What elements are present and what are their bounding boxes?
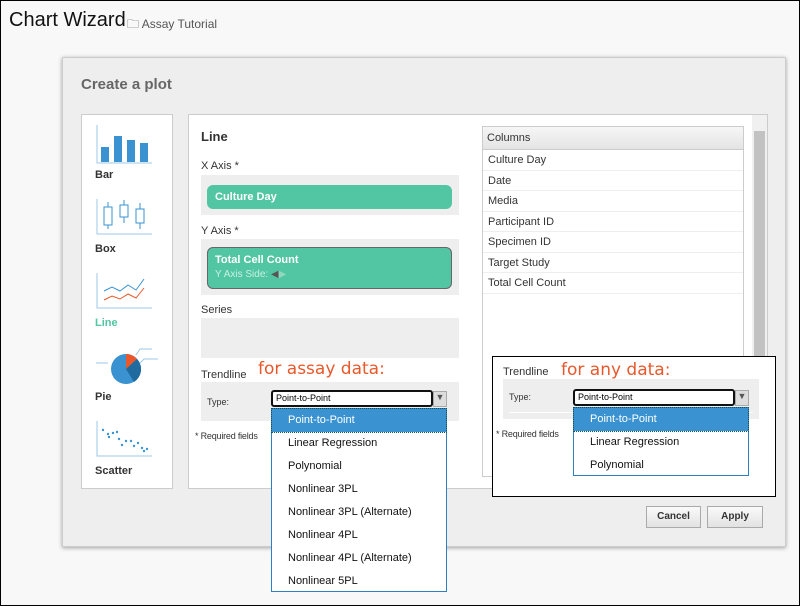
apply-button[interactable]: Apply	[707, 506, 763, 528]
dropdown-option[interactable]: Point-to-Point	[271, 408, 447, 433]
assay-data-annotation: for assay data:	[258, 359, 385, 379]
type-label: Type:	[207, 397, 230, 407]
chart-type-pie[interactable]: Pie	[82, 341, 172, 415]
x-axis-well[interactable]: Culture Day	[201, 175, 459, 215]
dropdown-option[interactable]: Nonlinear 5PL	[288, 575, 358, 587]
required-note: * Required fields	[496, 429, 559, 439]
column-item[interactable]: Participant ID	[483, 212, 743, 232]
series-label: Series	[201, 304, 233, 316]
x-axis-label: X Axis *	[201, 160, 239, 172]
chart-type-label: Scatter	[95, 465, 133, 477]
chart-type-label: Box	[95, 243, 116, 255]
column-item[interactable]: Specimen ID	[483, 232, 743, 253]
y-axis-side-label: Y Axis Side:	[215, 269, 269, 280]
y-axis-field-name: Total Cell Count	[215, 254, 299, 266]
series-well[interactable]	[201, 318, 459, 358]
dropdown-option[interactable]: Nonlinear 4PL	[288, 529, 358, 541]
column-item[interactable]: Date	[483, 171, 743, 191]
bar-chart-icon	[96, 125, 152, 164]
type-label: Type:	[509, 392, 532, 402]
box-plot-icon	[96, 199, 152, 235]
breadcrumb-folder[interactable]: 🗀 Assay Tutorial	[127, 15, 217, 36]
chart-type-label: Pie	[95, 391, 112, 403]
chart-type-label: Line	[95, 317, 118, 329]
y-axis-label: Y Axis *	[201, 225, 239, 237]
scrollbar-thumb[interactable]	[754, 131, 765, 471]
trendline-type-select[interactable]: Point-to-Point	[573, 389, 735, 406]
dropdown-option[interactable]: Nonlinear 3PL (Alternate)	[288, 506, 412, 518]
dropdown-option[interactable]: Linear Regression	[590, 436, 680, 448]
column-item[interactable]: Culture Day	[483, 150, 743, 171]
chart-type-label: Bar	[95, 169, 114, 181]
columns-header: Columns	[483, 127, 743, 150]
chart-type-box[interactable]: Box	[82, 193, 172, 267]
y-axis-well[interactable]: Total Cell Count Y Axis Side: ◀▶	[201, 239, 459, 295]
dropdown-option[interactable]: Nonlinear 4PL (Alternate)	[288, 552, 412, 564]
required-note: * Required fields	[195, 431, 258, 441]
chart-type-bar[interactable]: Bar	[82, 119, 172, 193]
any-data-inset: Trendline for any data: Type: Point-to-P…	[492, 356, 776, 497]
y-axis-field[interactable]: Total Cell Count Y Axis Side: ◀▶	[207, 247, 452, 289]
dropdown-option[interactable]: Point-to-Point	[573, 407, 749, 432]
column-item[interactable]: Target Study	[483, 253, 743, 273]
trendline-label: Trendline	[201, 369, 247, 381]
dropdown-option[interactable]: Polynomial	[288, 460, 342, 472]
panel-title: Line	[201, 129, 228, 144]
column-item[interactable]: Media	[483, 191, 743, 212]
dropdown-option[interactable]: Nonlinear 3PL	[288, 483, 358, 495]
arrow-right-icon[interactable]: ▶	[278, 269, 287, 280]
trendline-label: Trendline	[503, 366, 549, 378]
pie-chart-icon	[96, 348, 158, 384]
trendline-type-select[interactable]: Point-to-Point	[271, 390, 433, 407]
scatter-chart-icon	[96, 421, 152, 457]
breadcrumb-label: Assay Tutorial	[141, 17, 218, 31]
column-item[interactable]: Total Cell Count	[483, 273, 743, 294]
folder-icon: 🗀	[127, 17, 140, 31]
arrow-left-icon[interactable]: ◀	[270, 269, 279, 280]
any-trendline-dropdown: Point-to-Point Linear Regression Polynom…	[573, 407, 749, 476]
dropdown-option[interactable]: Polynomial	[590, 459, 644, 471]
assay-trendline-dropdown: Point-to-Point Linear Regression Polynom…	[271, 408, 447, 592]
chart-type-scatter[interactable]: Scatter	[82, 415, 172, 489]
chart-type-list: Bar Box Line Pie Scatter	[81, 114, 173, 489]
x-axis-field[interactable]: Culture Day	[207, 185, 452, 209]
chevron-down-icon[interactable]: ▼	[735, 390, 749, 406]
chart-type-line[interactable]: Line	[82, 267, 172, 341]
any-data-annotation: for any data:	[561, 360, 671, 380]
dropdown-option[interactable]: Linear Regression	[288, 437, 378, 449]
chevron-down-icon[interactable]: ▼	[433, 391, 447, 407]
line-chart-icon	[96, 273, 152, 309]
dialog-title: Create a plot	[81, 76, 172, 93]
page-title: Chart Wizard	[9, 9, 126, 31]
cancel-button[interactable]: Cancel	[646, 506, 701, 528]
